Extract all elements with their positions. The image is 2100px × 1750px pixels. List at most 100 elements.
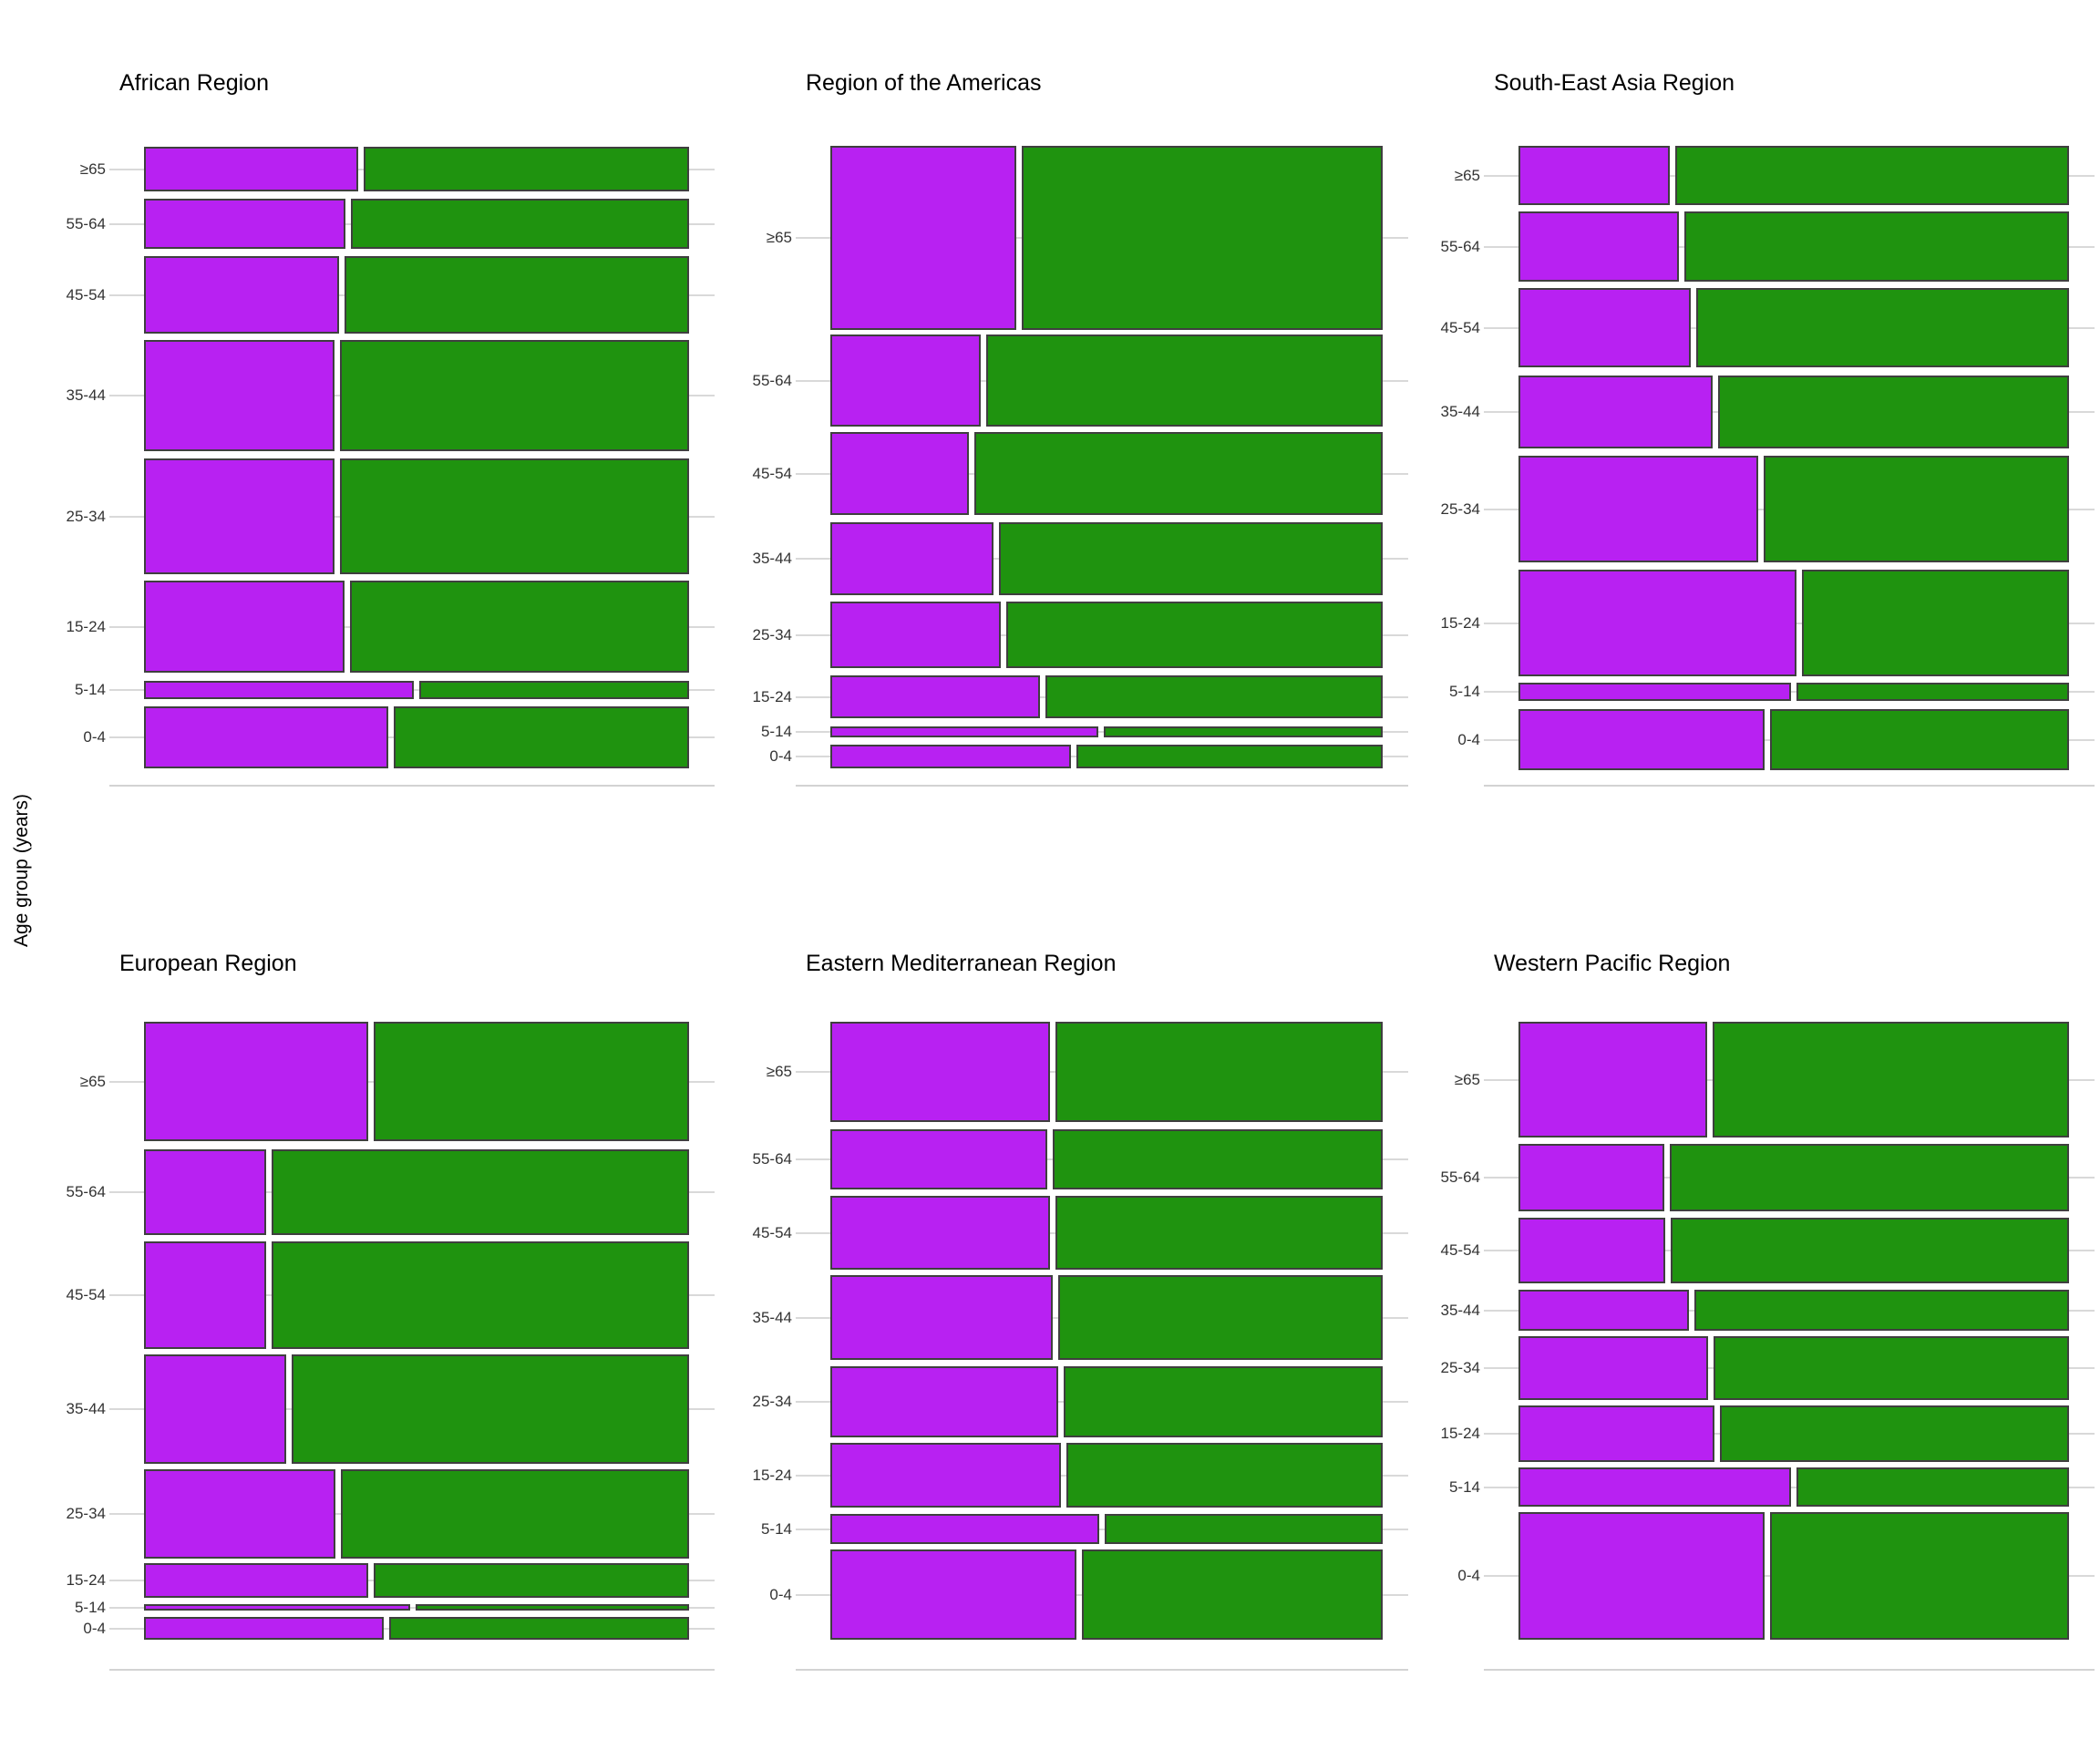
- bar-green-segment: [1006, 602, 1383, 668]
- bar-green-segment: [1055, 1022, 1383, 1122]
- age-axis-tick-label: ≥65: [79, 1072, 106, 1090]
- panel-title: African Region: [119, 70, 269, 96]
- bar-purple-segment: [830, 335, 981, 427]
- age-axis-tick-label: 5-14: [1448, 683, 1480, 700]
- age-axis-tick-label: 45-54: [1440, 1241, 1480, 1259]
- bar-purple-segment: [830, 1022, 1050, 1122]
- bar-purple-segment: [1518, 1144, 1664, 1211]
- bar-green-segment: [350, 581, 689, 673]
- bar-purple-segment: [1518, 1336, 1708, 1400]
- bar-purple-segment: [144, 256, 339, 334]
- age-axis-tick-label: 5-14: [760, 723, 792, 740]
- age-axis-tick-label: 45-54: [752, 464, 792, 482]
- age-axis-tick-label: 5-14: [1448, 1477, 1480, 1496]
- bar-green-segment: [1713, 1022, 2069, 1138]
- age-axis-tick-label: 0-4: [1457, 1567, 1480, 1584]
- bar-purple-segment: [1518, 683, 1791, 701]
- bar-purple-segment: [144, 1354, 286, 1464]
- bar-purple-segment: [144, 458, 335, 574]
- age-axis-tick-label: 15-24: [752, 687, 792, 705]
- bar-green-segment: [1720, 1405, 2069, 1462]
- x-axis-baseline: [796, 1669, 1408, 1671]
- bar-green-segment: [340, 458, 689, 574]
- panel-title: Western Pacific Region: [1494, 951, 1731, 976]
- age-axis-tick-label: 15-24: [752, 1466, 792, 1484]
- bar-green-segment: [974, 432, 1383, 515]
- bar-purple-segment: [144, 340, 335, 451]
- age-axis-tick-label: 35-44: [66, 386, 106, 404]
- bar-green-segment: [1066, 1443, 1383, 1508]
- bar-green-segment: [1770, 1512, 2069, 1640]
- age-axis-tick-label: ≥65: [79, 160, 106, 178]
- bar-green-segment: [292, 1354, 689, 1464]
- age-axis-tick-label: 5-14: [74, 1598, 106, 1616]
- bar-purple-segment: [144, 1149, 266, 1235]
- age-axis-tick-label: ≥65: [766, 1063, 792, 1080]
- age-axis-tick-label: 55-64: [66, 214, 106, 232]
- panel-title: European Region: [119, 951, 297, 976]
- bar-purple-segment: [144, 1022, 368, 1141]
- bar-green-segment: [1802, 570, 2069, 676]
- bar-green-segment: [1796, 1467, 2069, 1507]
- age-axis-tick-label: 15-24: [1440, 1425, 1480, 1442]
- age-axis-tick-label: 35-44: [1440, 1301, 1480, 1319]
- bar-purple-segment: [144, 1241, 266, 1349]
- age-axis-tick-label: ≥65: [766, 229, 792, 246]
- x-axis-baseline: [1484, 785, 2095, 787]
- bar-purple-segment: [144, 581, 345, 673]
- age-axis-tick-label: 35-44: [752, 550, 792, 567]
- age-axis-tick-label: 25-34: [66, 507, 106, 525]
- age-axis-tick-label: 5-14: [74, 681, 106, 698]
- bar-green-segment: [1055, 1196, 1383, 1270]
- age-axis-tick-label: 45-54: [66, 1286, 106, 1303]
- bar-purple-segment: [1518, 1467, 1791, 1507]
- bar-green-segment: [345, 256, 689, 334]
- bar-purple-segment: [1518, 456, 1758, 562]
- bar-purple-segment: [144, 1604, 410, 1611]
- age-axis-tick-label: 45-54: [1440, 318, 1480, 336]
- bar-purple-segment: [830, 522, 993, 595]
- bar-green-segment: [272, 1241, 689, 1349]
- bar-green-segment: [1694, 1290, 2069, 1331]
- age-axis-tick-label: 25-34: [1440, 499, 1480, 518]
- age-axis-tick-label: 35-44: [1440, 403, 1480, 420]
- bar-purple-segment: [830, 1275, 1053, 1360]
- bar-green-segment: [1105, 1514, 1383, 1544]
- panel-title: Eastern Mediterranean Region: [806, 951, 1117, 976]
- bar-green-segment: [986, 335, 1383, 427]
- bar-green-segment: [1796, 683, 2069, 701]
- bar-green-segment: [1082, 1549, 1383, 1640]
- bar-green-segment: [419, 681, 689, 699]
- age-axis-tick-label: 25-34: [752, 1393, 792, 1410]
- bar-green-segment: [341, 1469, 689, 1559]
- panel-title: Region of the Americas: [806, 70, 1042, 96]
- bar-purple-segment: [830, 675, 1040, 718]
- bar-purple-segment: [144, 706, 388, 768]
- bar-purple-segment: [144, 1469, 335, 1559]
- bar-purple-segment: [144, 681, 414, 699]
- tick-gridline: [796, 1529, 1408, 1530]
- age-axis-tick-label: 25-34: [1440, 1359, 1480, 1376]
- bar-green-segment: [1104, 726, 1383, 737]
- bar-purple-segment: [144, 1617, 384, 1640]
- y-axis-title: Age group (years): [11, 793, 32, 948]
- bar-purple-segment: [830, 1549, 1076, 1640]
- bar-green-segment: [1675, 146, 2069, 205]
- bar-purple-segment: [830, 1514, 1099, 1544]
- bar-green-segment: [374, 1022, 689, 1141]
- bar-purple-segment: [1518, 1512, 1765, 1640]
- age-axis-tick-label: 25-34: [752, 625, 792, 643]
- tick-gridline: [796, 731, 1408, 733]
- bar-green-segment: [272, 1149, 689, 1235]
- age-axis-tick-label: 0-4: [769, 1585, 792, 1603]
- age-axis-tick-label: 5-14: [760, 1519, 792, 1538]
- bar-green-segment: [1053, 1129, 1383, 1189]
- age-axis-tick-label: 55-64: [752, 371, 792, 389]
- age-axis-tick-label: 55-64: [752, 1150, 792, 1168]
- bar-purple-segment: [1518, 1022, 1707, 1138]
- age-axis-tick-label: 55-64: [1440, 237, 1480, 255]
- bar-green-segment: [1696, 288, 2069, 367]
- x-axis-baseline: [1484, 1669, 2095, 1671]
- bar-purple-segment: [830, 1443, 1061, 1508]
- bar-green-segment: [374, 1563, 689, 1598]
